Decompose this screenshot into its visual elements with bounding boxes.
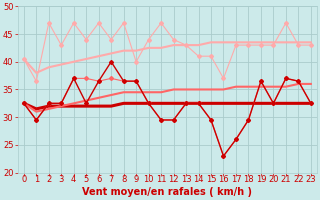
X-axis label: Vent moyen/en rafales ( km/h ): Vent moyen/en rafales ( km/h ): [82, 187, 252, 197]
